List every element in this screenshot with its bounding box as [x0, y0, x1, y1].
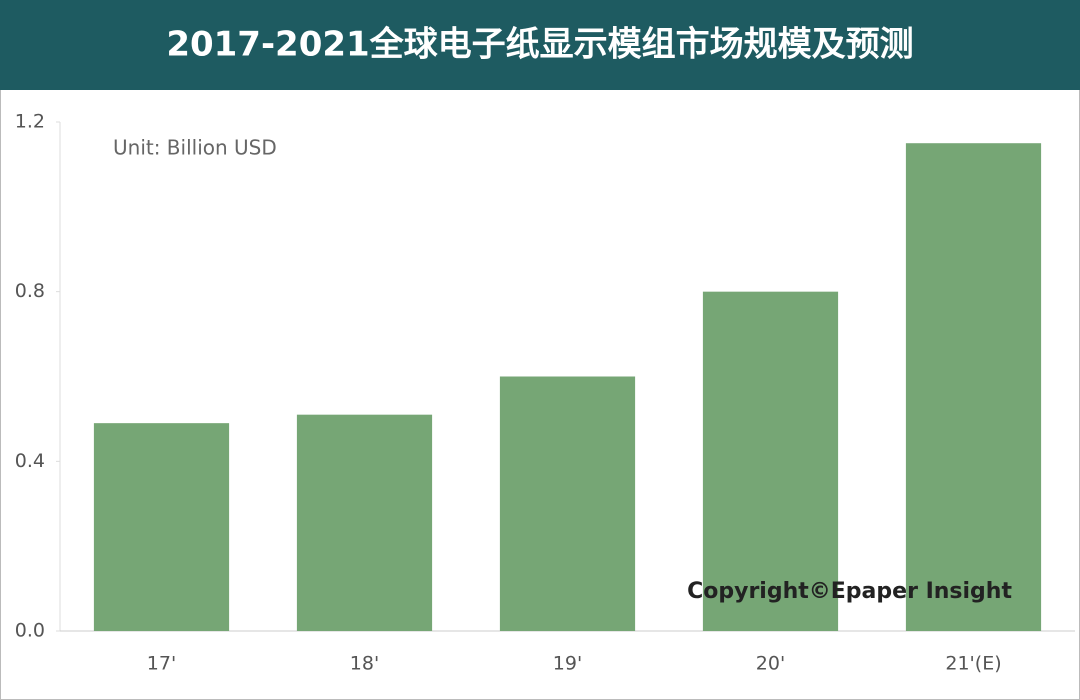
- chart-title: 2017-2021全球电子纸显示模组市场规模及预测: [166, 25, 913, 65]
- x-tick-label: 20': [756, 653, 785, 675]
- y-tick-label: 1.2: [15, 111, 45, 133]
- bar: [702, 291, 839, 631]
- bar: [296, 414, 433, 631]
- unit-note: Unit: Billion USD: [113, 136, 277, 160]
- bar: [905, 143, 1042, 632]
- y-tick-label: 0.4: [15, 450, 45, 472]
- y-tick-label: 0.8: [15, 280, 45, 302]
- copyright: Copyright©Epaper Insight: [687, 579, 1012, 604]
- y-tick-label: 0.0: [15, 620, 45, 642]
- x-tick-label: 21'(E): [945, 653, 1001, 675]
- x-tick-label: 19': [553, 653, 582, 675]
- bar: [499, 376, 636, 631]
- x-tick-label: 17': [147, 653, 176, 675]
- title-band: [0, 0, 1080, 90]
- x-tick-label: 18': [350, 653, 379, 675]
- bar: [93, 423, 230, 631]
